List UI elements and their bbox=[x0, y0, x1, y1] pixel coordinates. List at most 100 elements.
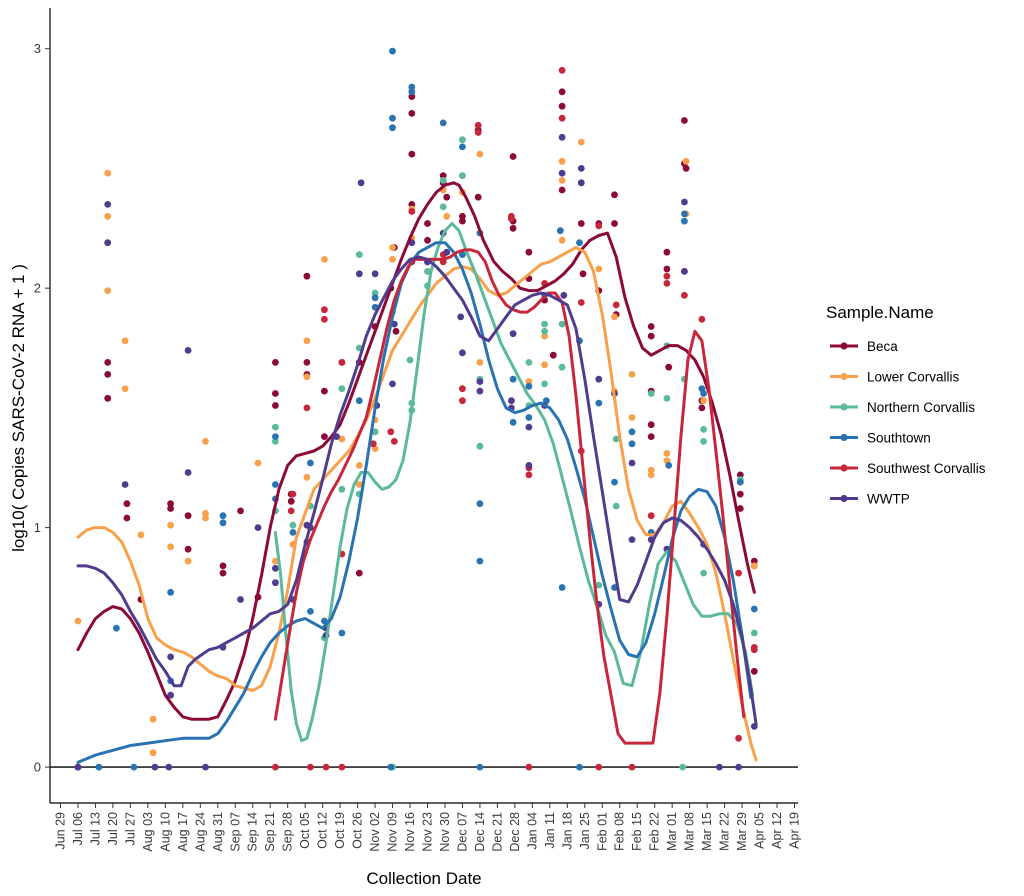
data-point-southwest-corvallis bbox=[595, 222, 603, 230]
x-tick-label: Feb 22 bbox=[648, 812, 662, 851]
data-point-wwtp bbox=[525, 423, 533, 431]
data-point-southtown bbox=[130, 763, 138, 771]
x-tick-label: Jul 20 bbox=[106, 812, 120, 845]
data-point-northern-corvallis bbox=[355, 251, 363, 258]
data-point-southtown bbox=[307, 608, 314, 615]
data-point-lower-corvallis bbox=[541, 332, 548, 340]
data-point-southwest-corvallis bbox=[459, 397, 466, 405]
data-point-southtown bbox=[681, 210, 688, 218]
data-point-lower-corvallis bbox=[272, 557, 279, 565]
data-point-wwtp bbox=[272, 564, 279, 572]
data-point-southtown bbox=[476, 557, 484, 565]
data-point-southtown bbox=[219, 519, 227, 527]
data-point-wwtp bbox=[272, 579, 279, 587]
data-point-southtown bbox=[525, 382, 533, 390]
data-point-lower-corvallis bbox=[303, 473, 311, 481]
data-point-beca bbox=[459, 217, 466, 225]
data-point-beca bbox=[665, 363, 673, 371]
data-point-southwest-corvallis bbox=[595, 763, 603, 771]
data-point-lower-corvallis bbox=[443, 212, 451, 220]
data-point-beca bbox=[272, 390, 279, 397]
data-point-wwtp bbox=[443, 248, 451, 256]
data-point-southtown bbox=[371, 294, 379, 302]
data-point-southwest-corvallis bbox=[612, 301, 620, 309]
data-point-southwest-corvallis bbox=[474, 121, 482, 129]
data-point-beca bbox=[647, 332, 655, 340]
data-point-beca bbox=[736, 471, 744, 479]
data-point-beca bbox=[509, 153, 517, 160]
data-point-beca bbox=[237, 507, 244, 515]
data-point-beca bbox=[698, 404, 706, 412]
data-point-wwtp bbox=[165, 763, 173, 771]
data-point-southtown bbox=[289, 529, 297, 536]
data-point-beca bbox=[750, 557, 758, 565]
data-point-wwtp bbox=[476, 387, 484, 395]
data-point-southtown bbox=[307, 459, 314, 467]
data-point-beca bbox=[167, 500, 175, 508]
data-point-wwtp bbox=[184, 347, 192, 354]
data-point-beca bbox=[104, 359, 112, 366]
x-tick-label: Dec 28 bbox=[508, 812, 522, 852]
legend-title: Sample.Name bbox=[826, 303, 934, 322]
data-point-southtown bbox=[509, 375, 517, 383]
data-point-wwtp bbox=[476, 378, 484, 385]
data-point-lower-corvallis bbox=[355, 462, 363, 469]
legend-label-wwtp: WWTP bbox=[867, 492, 910, 507]
legend-item-wwtp: WWTP bbox=[830, 492, 910, 507]
data-point-lower-corvallis bbox=[750, 562, 758, 570]
data-point-beca bbox=[579, 270, 587, 278]
x-tick-label: Jul 27 bbox=[123, 812, 137, 845]
data-point-beca bbox=[321, 433, 328, 440]
x-tick-label: Mar 01 bbox=[665, 812, 679, 851]
x-tick-label: Apr 19 bbox=[788, 812, 802, 849]
data-point-southtown bbox=[272, 433, 279, 440]
data-point-northern-corvallis bbox=[612, 435, 620, 443]
data-point-southwest-corvallis bbox=[287, 507, 295, 515]
x-tick-label: Sep 07 bbox=[228, 812, 242, 852]
x-tick-label: Apr 05 bbox=[753, 812, 767, 849]
data-point-wwtp bbox=[681, 198, 688, 206]
data-point-wwtp bbox=[184, 469, 192, 476]
data-point-southtown bbox=[476, 763, 484, 771]
data-point-southwest-corvallis bbox=[289, 490, 297, 498]
x-tick-label: Oct 05 bbox=[298, 812, 312, 849]
data-point-northern-corvallis bbox=[525, 359, 533, 366]
data-point-southwest-corvallis bbox=[525, 471, 533, 479]
data-point-northern-corvallis bbox=[595, 581, 603, 589]
data-point-beca bbox=[104, 394, 112, 402]
data-point-lower-corvallis bbox=[628, 414, 636, 421]
legend-marker-lower-corvallis bbox=[840, 372, 848, 381]
axes: 0 1 2 3 Jun 29 Jul 06 Jul 13 Jul 20 Jul 27 Aug 03… bbox=[34, 8, 802, 852]
x-tick-label: Jan 11 bbox=[543, 812, 557, 849]
data-point-southtown bbox=[750, 605, 758, 613]
data-point-beca bbox=[611, 220, 618, 227]
data-point-wwtp bbox=[202, 763, 209, 771]
data-point-lower-corvallis bbox=[104, 169, 112, 177]
data-point-wwtp bbox=[104, 201, 112, 208]
y-tick-label: 3 bbox=[34, 41, 41, 56]
data-point-lower-corvallis bbox=[104, 212, 112, 220]
data-point-wwtp bbox=[595, 375, 603, 383]
x-tick-label: Aug 31 bbox=[211, 812, 225, 852]
legend: Sample.Name Beca Lower Corvallis Northern … bbox=[826, 303, 986, 507]
data-point-wwtp bbox=[371, 270, 379, 278]
data-point-lower-corvallis bbox=[74, 617, 82, 625]
smooth-line-lower-corvallis bbox=[76, 246, 758, 762]
x-tick-label: Aug 03 bbox=[141, 812, 155, 852]
data-point-beca bbox=[439, 172, 447, 180]
data-point-wwtp bbox=[681, 268, 688, 275]
data-point-wwtp bbox=[558, 169, 566, 177]
legend-label-beca: Beca bbox=[867, 339, 898, 354]
data-point-lower-corvallis bbox=[525, 378, 533, 385]
data-point-lower-corvallis bbox=[121, 337, 129, 345]
data-point-southwest-corvallis bbox=[558, 114, 566, 122]
x-tick-label: Sep 14 bbox=[246, 812, 260, 852]
x-tick-label: Feb 01 bbox=[595, 812, 609, 851]
data-point-southtown bbox=[272, 481, 279, 488]
data-point-beca bbox=[681, 117, 688, 124]
y-tick-label: 1 bbox=[34, 520, 41, 535]
smooth-line-northern-corvallis bbox=[273, 222, 755, 743]
data-point-southwest-corvallis bbox=[390, 438, 398, 445]
data-point-beca bbox=[123, 514, 131, 522]
data-point-lower-corvallis bbox=[303, 373, 311, 381]
